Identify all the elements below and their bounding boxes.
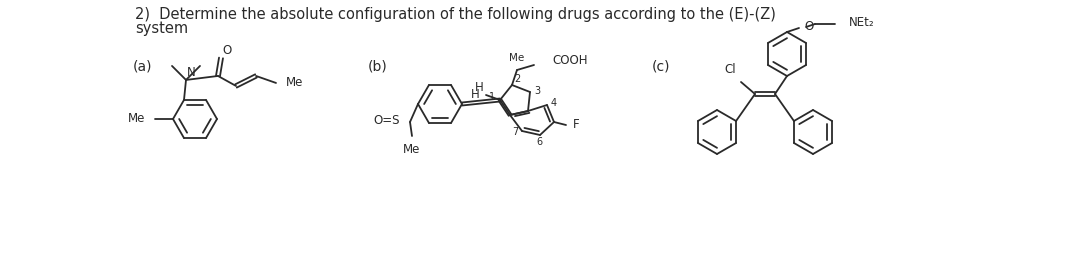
Text: 4: 4 (551, 98, 557, 108)
Text: (c): (c) (652, 60, 671, 74)
Text: Me: Me (127, 113, 145, 125)
Text: Me: Me (510, 53, 525, 63)
Text: F: F (573, 119, 580, 131)
Text: O: O (222, 44, 231, 57)
Text: (b): (b) (368, 60, 388, 74)
Text: 2: 2 (514, 74, 521, 84)
Text: 2)  Determine the absolute configuration of the following drugs according to the: 2) Determine the absolute configuration … (135, 7, 775, 21)
Text: H: H (474, 81, 484, 94)
Text: 6: 6 (536, 137, 542, 147)
Text: system: system (135, 20, 188, 36)
Text: NEt₂: NEt₂ (849, 17, 875, 29)
Text: O: O (804, 20, 813, 33)
Text: COOH: COOH (552, 54, 588, 67)
Text: (a): (a) (133, 60, 152, 74)
Text: Cl: Cl (725, 63, 735, 76)
Text: N: N (187, 66, 195, 79)
Text: O=S: O=S (374, 113, 400, 126)
Text: H: H (471, 88, 480, 101)
Text: 7: 7 (512, 127, 518, 137)
Text: Me: Me (403, 143, 421, 156)
Text: Me: Me (286, 76, 303, 89)
Text: 1: 1 (489, 92, 495, 102)
Text: 3: 3 (534, 86, 540, 96)
